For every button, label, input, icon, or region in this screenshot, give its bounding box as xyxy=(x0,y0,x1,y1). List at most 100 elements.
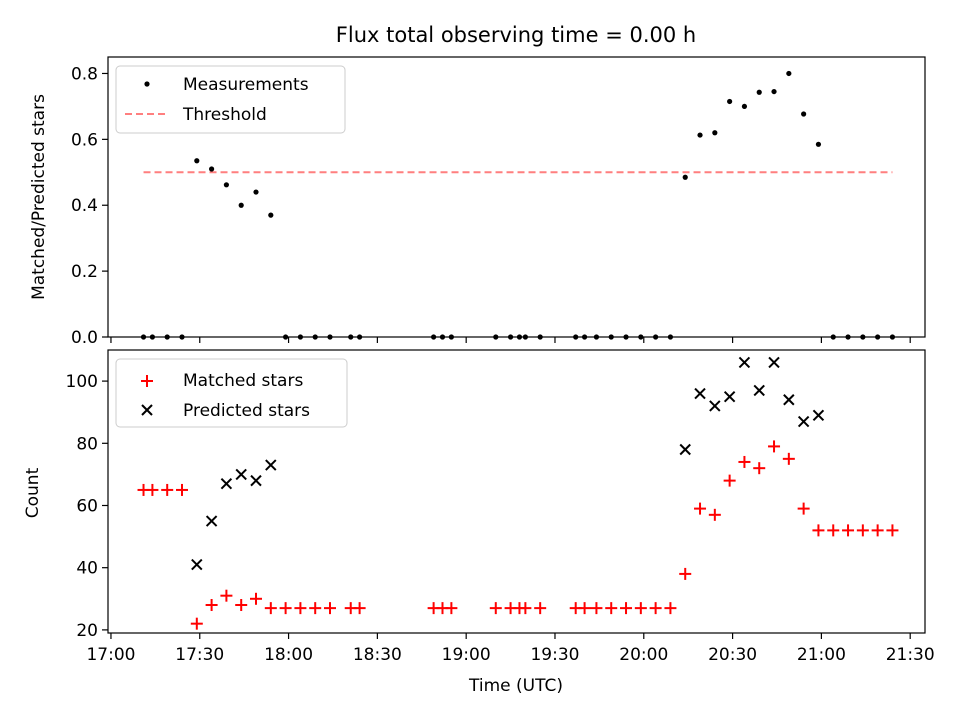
predicted-star-point xyxy=(768,356,780,369)
bottom-x-tick-label: 19:30 xyxy=(530,645,579,665)
bottom-y-tick-label: 100 xyxy=(66,372,98,392)
top-y-tick-label: 0.2 xyxy=(71,262,98,282)
matched-star-point xyxy=(797,502,810,515)
matched-star-point xyxy=(634,602,647,615)
figure-title: Flux total observing time = 0.00 h xyxy=(336,23,696,47)
top-x-ticks xyxy=(110,337,911,343)
bottom-y-tick-label: 40 xyxy=(76,559,98,579)
matched-star-point xyxy=(534,602,547,615)
matched-star-point xyxy=(620,602,633,615)
measurement-point xyxy=(756,89,762,95)
matched-star-point xyxy=(827,524,840,537)
measurement-point xyxy=(682,174,688,180)
top-y-tick-label: 0.6 xyxy=(71,130,98,150)
bottom-x-tick-label: 18:30 xyxy=(353,645,402,665)
measurement-point xyxy=(268,212,274,218)
matched-star-point xyxy=(235,599,248,612)
bottom-y-tick-label: 20 xyxy=(76,621,98,641)
legend-measurements-label: Measurements xyxy=(183,75,309,95)
bottom-x-tick-label: 20:30 xyxy=(708,645,757,665)
matched-star-point xyxy=(250,592,263,605)
matched-star-point xyxy=(324,602,337,615)
predicted-star-point xyxy=(812,409,825,422)
bottom-panel: 20 40 60 80 100 17:00 17:30 18:00 18:30 19:00 19:… xyxy=(23,349,935,696)
bottom-legend: Matched stars Predicted stars xyxy=(115,358,348,428)
bottom-y-tick-label: 80 xyxy=(76,434,98,454)
predicted-star-point xyxy=(220,478,233,490)
predicted-star-point xyxy=(783,394,795,406)
legend-threshold-label: Threshold xyxy=(182,105,267,125)
bottom-x-tick-label: 17:00 xyxy=(86,645,135,665)
bottom-plot-area xyxy=(137,356,899,630)
top-y-axis-label: Matched/Predicted stars xyxy=(29,94,49,300)
matched-star-point xyxy=(753,462,766,475)
measurement-point xyxy=(727,98,733,105)
top-y-ticks: 0.0 0.2 0.4 0.6 0.8 xyxy=(71,64,108,348)
matched-star-point xyxy=(519,602,532,615)
matched-star-point xyxy=(723,474,736,487)
measurement-point xyxy=(697,132,703,138)
matched-star-point xyxy=(886,524,899,537)
predicted-star-point xyxy=(753,384,765,397)
measurement-point xyxy=(771,88,777,95)
matched-star-point xyxy=(842,524,855,537)
matched-star-point xyxy=(694,502,707,515)
bottom-x-tick-label: 19:00 xyxy=(442,645,491,665)
matched-star-point xyxy=(161,483,174,496)
matched-star-point xyxy=(190,617,203,630)
matched-star-point xyxy=(605,602,618,615)
top-y-tick-label: 0.4 xyxy=(71,196,98,216)
predicted-star-point xyxy=(723,390,736,403)
measurement-point xyxy=(194,158,200,164)
matched-star-point xyxy=(578,602,591,615)
bottom-x-ticks: 17:00 17:30 18:00 18:30 19:00 19:30 20:00 20:30… xyxy=(86,633,935,665)
matched-star-point xyxy=(679,567,692,580)
bottom-x-tick-label: 20:00 xyxy=(619,645,668,665)
top-panel: 0.00.20.40.60.8 Matched/Predicted stars … xyxy=(29,56,926,348)
top-legend: Measurements Threshold xyxy=(115,65,346,134)
legend-measurements-marker xyxy=(144,81,150,87)
matched-star-point xyxy=(590,602,603,615)
matched-star-point xyxy=(279,602,292,615)
matched-star-point xyxy=(782,452,795,465)
bottom-axes-frame xyxy=(107,349,926,634)
legend-predicted-marker xyxy=(141,404,153,416)
bottom-x-tick-label: 17:30 xyxy=(175,645,224,665)
bottom-y-ticks: 20 40 60 80 100 xyxy=(66,372,108,641)
measurement-point xyxy=(786,70,792,77)
predicted-star-point xyxy=(797,415,810,428)
matched-star-point xyxy=(445,602,458,615)
measurement-point xyxy=(815,141,822,147)
predicted-star-point xyxy=(265,459,277,471)
bottom-legend-box xyxy=(115,358,348,428)
matched-star-point xyxy=(649,602,662,615)
measurement-point xyxy=(801,111,807,117)
bottom-y-tick-label: 60 xyxy=(76,496,98,516)
bottom-x-tick-label: 21:00 xyxy=(797,645,846,665)
legend-matched-marker xyxy=(141,375,153,387)
predicted-star-point xyxy=(679,443,691,456)
matched-star-point xyxy=(738,455,751,468)
bottom-x-tick-label: 21:30 xyxy=(886,645,935,665)
bottom-x-tick-label: 18:00 xyxy=(264,645,313,665)
top-legend-box xyxy=(115,65,346,134)
top-axes-frame xyxy=(107,56,926,338)
matched-star-point xyxy=(353,602,366,615)
matched-star-point xyxy=(309,602,322,615)
measurement-point xyxy=(238,202,244,208)
predicted-star-point xyxy=(191,558,203,571)
legend-matched-label: Matched stars xyxy=(183,371,303,391)
matched-star-point xyxy=(220,589,233,602)
measurement-point xyxy=(223,182,230,188)
matched-star-point xyxy=(489,602,502,615)
matched-star-point xyxy=(146,483,159,496)
matched-star-point xyxy=(294,602,307,615)
matched-star-point xyxy=(176,483,189,496)
predicted-star-point xyxy=(694,387,706,400)
predicted-star-point xyxy=(235,468,247,481)
measurement-point xyxy=(712,130,718,136)
predicted-star-point xyxy=(250,474,262,487)
top-y-tick-label: 0.0 xyxy=(71,328,98,348)
predicted-star-point xyxy=(205,515,218,527)
